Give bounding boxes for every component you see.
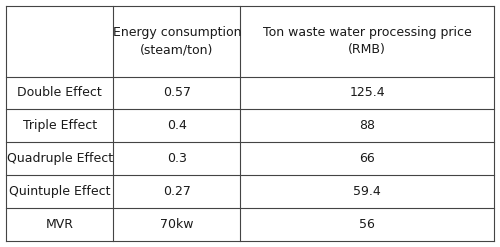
Text: 125.4: 125.4 <box>350 86 385 100</box>
Text: 0.4: 0.4 <box>167 119 186 132</box>
Text: 70kw: 70kw <box>160 218 194 231</box>
Text: 59.4: 59.4 <box>353 185 381 198</box>
Text: Energy consumption: Energy consumption <box>112 26 241 39</box>
Text: 0.27: 0.27 <box>163 185 190 198</box>
Text: Ton waste water processing price: Ton waste water processing price <box>262 26 472 39</box>
Text: (steam/ton): (steam/ton) <box>140 43 214 56</box>
Text: (RMB): (RMB) <box>348 43 386 56</box>
Text: Triple Effect: Triple Effect <box>22 119 97 132</box>
Text: MVR: MVR <box>46 218 74 231</box>
Text: Quintuple Effect: Quintuple Effect <box>9 185 110 198</box>
Text: Double Effect: Double Effect <box>18 86 102 100</box>
Text: 88: 88 <box>359 119 375 132</box>
Text: 0.3: 0.3 <box>167 152 186 165</box>
Text: 66: 66 <box>359 152 375 165</box>
Text: 0.57: 0.57 <box>163 86 191 100</box>
Text: 56: 56 <box>359 218 375 231</box>
Text: Quadruple Effect: Quadruple Effect <box>6 152 112 165</box>
